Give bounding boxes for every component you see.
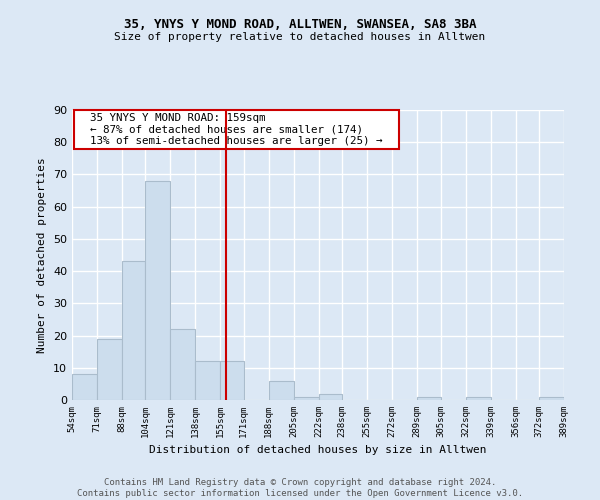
Bar: [97, 339, 122, 400]
Bar: [170, 329, 196, 400]
X-axis label: Distribution of detached houses by size in Alltwen: Distribution of detached houses by size …: [149, 446, 487, 456]
Bar: [319, 394, 342, 400]
Bar: [466, 397, 491, 400]
Bar: [220, 362, 244, 400]
Bar: [72, 374, 97, 400]
Bar: [417, 397, 440, 400]
Bar: [269, 380, 294, 400]
Bar: [294, 397, 319, 400]
Bar: [539, 397, 564, 400]
Text: 35 YNYS Y MOND ROAD: 159sqm  
  ← 87% of detached houses are smaller (174)  
  1: 35 YNYS Y MOND ROAD: 159sqm ← 87% of det…: [77, 113, 395, 146]
Y-axis label: Number of detached properties: Number of detached properties: [37, 157, 47, 353]
Bar: [122, 262, 145, 400]
Bar: [145, 181, 170, 400]
Text: Contains HM Land Registry data © Crown copyright and database right 2024.
Contai: Contains HM Land Registry data © Crown c…: [77, 478, 523, 498]
Text: Size of property relative to detached houses in Alltwen: Size of property relative to detached ho…: [115, 32, 485, 42]
Bar: [196, 362, 220, 400]
Text: 35, YNYS Y MOND ROAD, ALLTWEN, SWANSEA, SA8 3BA: 35, YNYS Y MOND ROAD, ALLTWEN, SWANSEA, …: [124, 18, 476, 30]
